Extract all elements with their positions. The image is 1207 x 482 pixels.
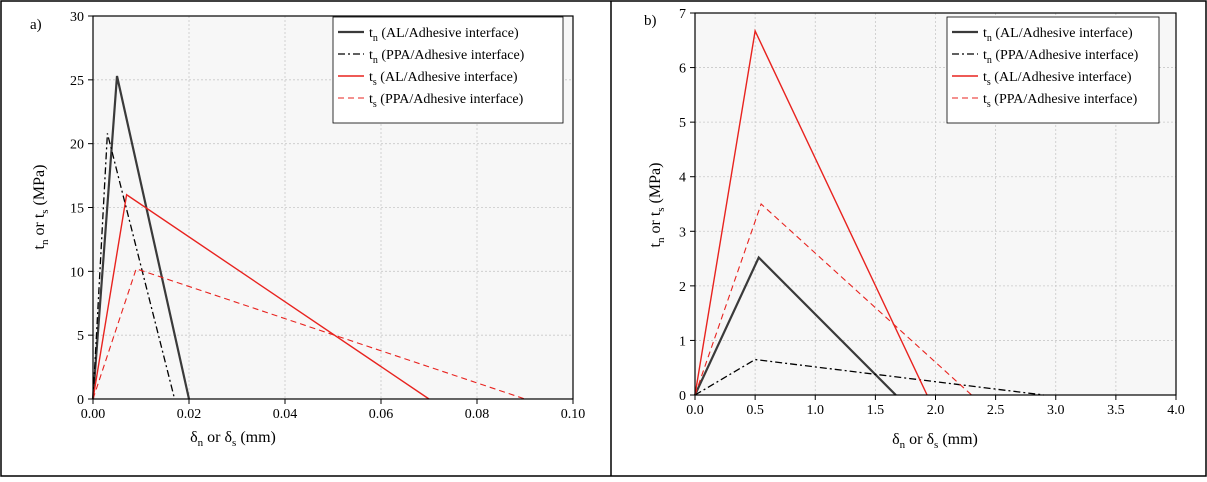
panel-label: b) xyxy=(644,13,657,29)
legend: tn (AL/Adhesive interface) tn (PPA/Adhesi… xyxy=(946,16,1160,124)
y-tick-label: 30 xyxy=(70,10,84,25)
x-axis-label: δn or δs (mm) xyxy=(892,431,978,451)
y-tick-label: 5 xyxy=(679,116,686,131)
legend-entry: tn (PPA/Adhesive interface) xyxy=(369,48,525,66)
legend-entry: tn (PPA/Adhesive interface) xyxy=(983,48,1139,66)
y-axis-label: tn or ts (MPa) xyxy=(31,165,51,250)
y-tick-label: 0 xyxy=(77,393,84,408)
y-tick-label: 6 xyxy=(679,62,686,77)
x-tick-label: 0.00 xyxy=(81,407,106,422)
y-tick-label: 7 xyxy=(679,7,686,22)
y-tick-label: 3 xyxy=(679,225,686,240)
legend-entry: tn (AL/Adhesive interface) xyxy=(983,26,1133,44)
y-tick-label: 2 xyxy=(679,280,686,295)
series-line-1 xyxy=(694,255,897,396)
x-tick-label: 0.5 xyxy=(746,403,764,418)
legend-entry: tn (AL/Adhesive interface) xyxy=(369,26,519,44)
y-tick-label: 25 xyxy=(70,74,84,89)
legend-box xyxy=(946,16,1160,124)
chart-panel-b: b) 0.0 0.5 1.0 1.5 2.0 2.5 3.0 3.5 4.0 0 1 2 3 4 5 6 7 t… xyxy=(644,7,1185,451)
legend-box xyxy=(332,16,564,124)
x-tick-label: 0.04 xyxy=(273,407,298,422)
y-tick-label: 20 xyxy=(70,138,84,153)
y-tick-label: 1 xyxy=(679,334,686,349)
series-line-1 xyxy=(91,75,191,400)
x-tick-label: 1.0 xyxy=(807,403,825,418)
series-line-3 xyxy=(694,28,928,396)
series-line-4 xyxy=(694,203,972,396)
series-line-3 xyxy=(92,193,430,400)
y-tick-label: 5 xyxy=(77,329,84,344)
chart-panel-a: a) 0.00 0.02 0.04 0.06 0.08 0.10051015202530 … xyxy=(30,10,585,449)
x-tick-label: 3.0 xyxy=(1047,403,1065,418)
panel-label: a) xyxy=(30,17,42,33)
legend-entry: ts (AL/Adhesive interface) xyxy=(369,70,518,88)
x-tick-label: 4.0 xyxy=(1167,403,1185,418)
x-tick-label: 0.02 xyxy=(177,407,202,422)
x-tick-label: 0.06 xyxy=(369,407,394,422)
x-axis-label: δn or δs (mm) xyxy=(190,429,276,449)
x-tick-label: 1.5 xyxy=(867,403,885,418)
y-tick-label: 10 xyxy=(70,265,84,280)
y-tick-label: 15 xyxy=(70,202,84,217)
series-line-4 xyxy=(92,268,526,400)
legend-entry: ts (PPA/Adhesive interface) xyxy=(983,92,1138,110)
legend: tn (AL/Adhesive interface) tn (PPA/Adhesi… xyxy=(332,16,564,124)
x-tick-label: 2.5 xyxy=(987,403,1005,418)
y-axis-label: tn or ts (MPa) xyxy=(647,163,667,248)
x-tick-label: 0.08 xyxy=(465,407,490,422)
x-tick-label: 2.0 xyxy=(927,403,945,418)
x-tick-label: 0.10 xyxy=(561,407,586,422)
legend-entry: ts (PPA/Adhesive interface) xyxy=(369,92,524,110)
y-tick-label: 0 xyxy=(679,389,686,404)
y-tick-label: 4 xyxy=(679,171,686,186)
x-tick-label: 0.0 xyxy=(686,403,704,418)
series-line-2 xyxy=(92,133,176,400)
x-tick-label: 3.5 xyxy=(1107,403,1125,418)
legend-entry: ts (AL/Adhesive interface) xyxy=(983,70,1132,88)
